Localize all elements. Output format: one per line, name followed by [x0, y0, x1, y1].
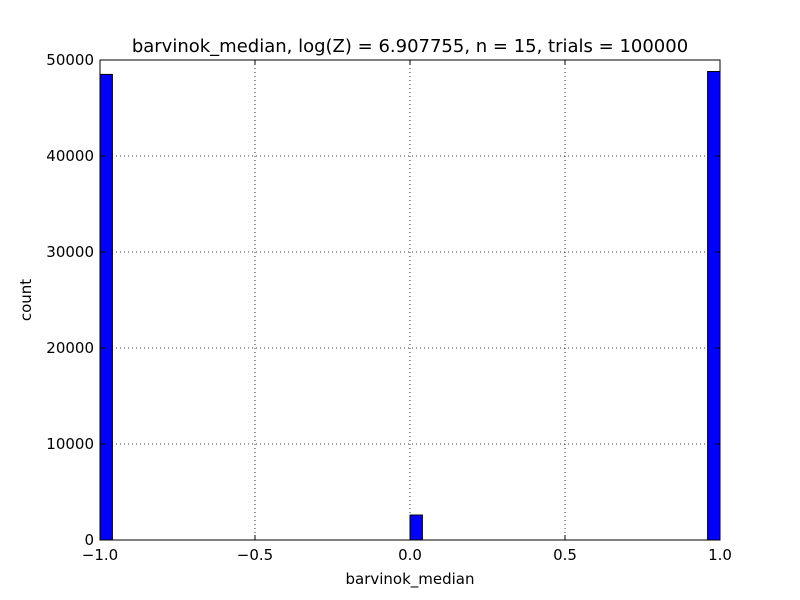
- y-tick-label: 20000: [46, 339, 94, 357]
- x-axis-label: barvinok_median: [345, 570, 474, 589]
- x-tick-label: 0.0: [398, 546, 422, 564]
- x-tick-labels: −1.0 −0.5 0.0 0.5 1.0: [82, 546, 732, 564]
- chart-title: barvinok_median, log(Z) = 6.907755, n = …: [132, 36, 688, 57]
- histogram-bar: [409, 514, 423, 541]
- x-tick-label: −0.5: [237, 546, 273, 564]
- y-axis-label: count: [17, 279, 35, 321]
- y-tick-label: 40000: [46, 147, 94, 165]
- y-tick-label: 30000: [46, 243, 94, 261]
- y-tick-label: 0: [84, 531, 94, 549]
- histogram-bar: [99, 73, 113, 541]
- axis-ticks: [99, 59, 721, 541]
- y-tick-label: 10000: [46, 435, 94, 453]
- bars: [99, 71, 721, 541]
- x-tick-label: 1.0: [708, 546, 732, 564]
- x-tick-label: 0.5: [553, 546, 577, 564]
- grid-lines: [100, 60, 720, 540]
- y-tick-labels: 0 10000 20000 30000 40000 50000: [46, 51, 94, 549]
- x-tick-label: −1.0: [82, 546, 118, 564]
- histogram-bar: [707, 71, 721, 541]
- y-tick-label: 50000: [46, 51, 94, 69]
